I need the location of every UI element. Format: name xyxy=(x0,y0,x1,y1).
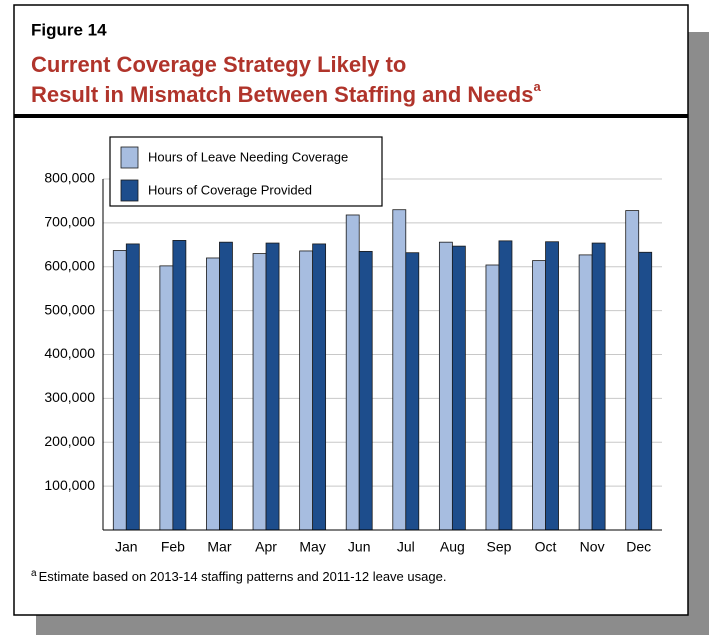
y-tick-label: 300,000 xyxy=(44,389,95,405)
title-text: Result in Mismatch Between Staffing and … xyxy=(31,82,533,107)
y-tick-label: 600,000 xyxy=(44,257,95,273)
bar xyxy=(159,265,174,531)
bar xyxy=(345,214,360,531)
bar xyxy=(172,240,187,531)
y-tick-label: 700,000 xyxy=(44,214,95,230)
x-tick-label: Jun xyxy=(348,539,371,555)
bar xyxy=(299,250,314,531)
x-tick-label: Nov xyxy=(580,539,605,555)
bar xyxy=(578,254,593,531)
y-tick-label: 200,000 xyxy=(44,433,95,449)
figure-label: Figure 14 xyxy=(31,20,107,39)
title-note-marker: a xyxy=(533,79,541,94)
footnote-text: Estimate based on 2013-14 staffing patte… xyxy=(39,569,447,584)
bar xyxy=(219,241,233,531)
legend-label: Hours of Coverage Provided xyxy=(148,182,312,197)
bar xyxy=(638,251,653,531)
bar xyxy=(405,252,420,531)
bar xyxy=(438,241,453,531)
plot: 100,000 200,000 300,000 400,000 500,000 600,0… xyxy=(44,136,662,555)
bar xyxy=(252,253,267,531)
bar xyxy=(392,209,407,531)
x-tick-label: Jul xyxy=(397,539,415,555)
legend-box xyxy=(109,136,383,207)
bar xyxy=(545,241,559,531)
footnote-marker: a xyxy=(31,568,37,579)
bar xyxy=(312,243,327,531)
title-line: Result in Mismatch Between Staffing and … xyxy=(31,79,541,106)
bar xyxy=(358,250,373,531)
x-tick-label: May xyxy=(299,539,325,555)
y-tick-label: 100,000 xyxy=(44,477,95,493)
y-tick-label: 400,000 xyxy=(44,345,95,361)
bar xyxy=(532,260,546,531)
bar xyxy=(265,242,280,531)
footnote: a Estimate based on 2013-14 staffing patt… xyxy=(31,568,446,585)
title-line: Current Coverage Strategy Likely to xyxy=(31,52,406,77)
x-tick-label: Oct xyxy=(535,539,557,555)
x-tick-label: Jan xyxy=(115,539,138,555)
bar xyxy=(451,245,466,531)
bar xyxy=(498,240,513,531)
bar xyxy=(125,243,140,531)
bar xyxy=(591,242,606,531)
x-tick-label: Dec xyxy=(626,539,651,555)
legend-label: Hours of Leave Needing Coverage xyxy=(148,149,348,164)
legend-swatch xyxy=(120,179,139,202)
x-tick-label: Mar xyxy=(207,539,231,555)
x-tick-label: Apr xyxy=(255,539,277,555)
x-tick-label: Aug xyxy=(440,539,465,555)
bar xyxy=(485,264,500,531)
x-tick-label: Feb xyxy=(161,539,185,555)
x-tick-label: Sep xyxy=(486,539,511,555)
bar xyxy=(206,257,220,531)
bar xyxy=(112,250,127,531)
y-tick-label: 800,000 xyxy=(44,170,95,186)
y-tick-label: 500,000 xyxy=(44,301,95,317)
bar xyxy=(625,210,640,531)
legend-swatch xyxy=(120,146,139,169)
